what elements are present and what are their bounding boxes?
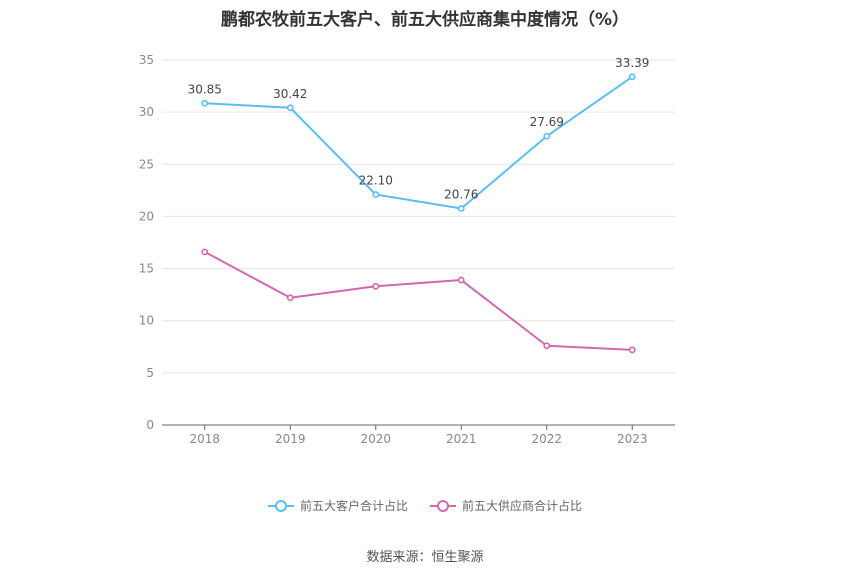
legend: 前五大客户合计占比 前五大供应商合计占比 — [0, 497, 850, 514]
data-point-1 — [543, 342, 551, 350]
legend-marker-customers — [267, 499, 294, 512]
y-tick-label: 35 — [139, 53, 154, 67]
data-point-1 — [372, 282, 380, 290]
data-point-1 — [457, 276, 465, 284]
x-axis: 2018 2019 2020 2021 2022 2023 — [162, 424, 675, 446]
data-label: 33.39 — [615, 56, 649, 70]
gridlines — [162, 59, 675, 374]
legend-marker-suppliers — [430, 499, 456, 512]
y-axis: 0 5 10 15 20 25 30 35 — [139, 53, 154, 432]
data-point-0 — [543, 132, 551, 140]
data-point-0 — [372, 191, 380, 198]
data-label: 22.10 — [359, 174, 393, 188]
data-label: 20.76 — [444, 188, 478, 202]
source-note: 数据来源：恒生聚源 — [366, 550, 484, 565]
data-point-0 — [286, 104, 294, 112]
data-point-1 — [201, 248, 209, 256]
x-tick-label: 2019 — [275, 432, 306, 446]
x-tick-label: 2021 — [446, 432, 477, 446]
series-line-1 — [204, 251, 633, 351]
data-point-0 — [201, 99, 209, 107]
series-layer: 30.85 30.42 22.10 20.76 27.69 33.39 — [188, 56, 649, 354]
legend-label-customers: 前五大客户合计占比 — [299, 499, 408, 513]
legend-item-suppliers[interactable]: 前五大供应商合计占比 — [430, 497, 582, 514]
y-tick-label: 15 — [139, 262, 154, 276]
y-tick-label: 30 — [139, 105, 154, 119]
x-tick-label: 2022 — [531, 432, 562, 446]
data-point-1 — [628, 346, 636, 354]
data-point-0 — [628, 73, 636, 81]
y-tick-label: 10 — [139, 314, 154, 328]
series-line-0 — [204, 75, 633, 210]
y-tick-label: 0 — [146, 418, 154, 432]
chart-title: 鹏都农牧前五大客户、前五大供应商集中度情况（%） — [220, 10, 630, 30]
legend-label-suppliers: 前五大供应商合计占比 — [462, 499, 583, 513]
x-tick-label: 2023 — [617, 432, 648, 446]
data-label: 27.69 — [530, 115, 564, 129]
legend-item-customers[interactable]: 前五大客户合计占比 — [267, 497, 408, 514]
y-tick-label: 20 — [139, 209, 154, 223]
data-label: 30.85 — [188, 82, 222, 96]
data-label: 30.42 — [273, 87, 307, 101]
y-tick-label: 25 — [139, 157, 154, 171]
x-tick-label: 2018 — [189, 432, 220, 446]
data-point-0 — [457, 205, 465, 212]
data-point-1 — [286, 294, 294, 302]
x-tick-label: 2020 — [360, 432, 391, 446]
y-tick-label: 5 — [146, 366, 154, 380]
